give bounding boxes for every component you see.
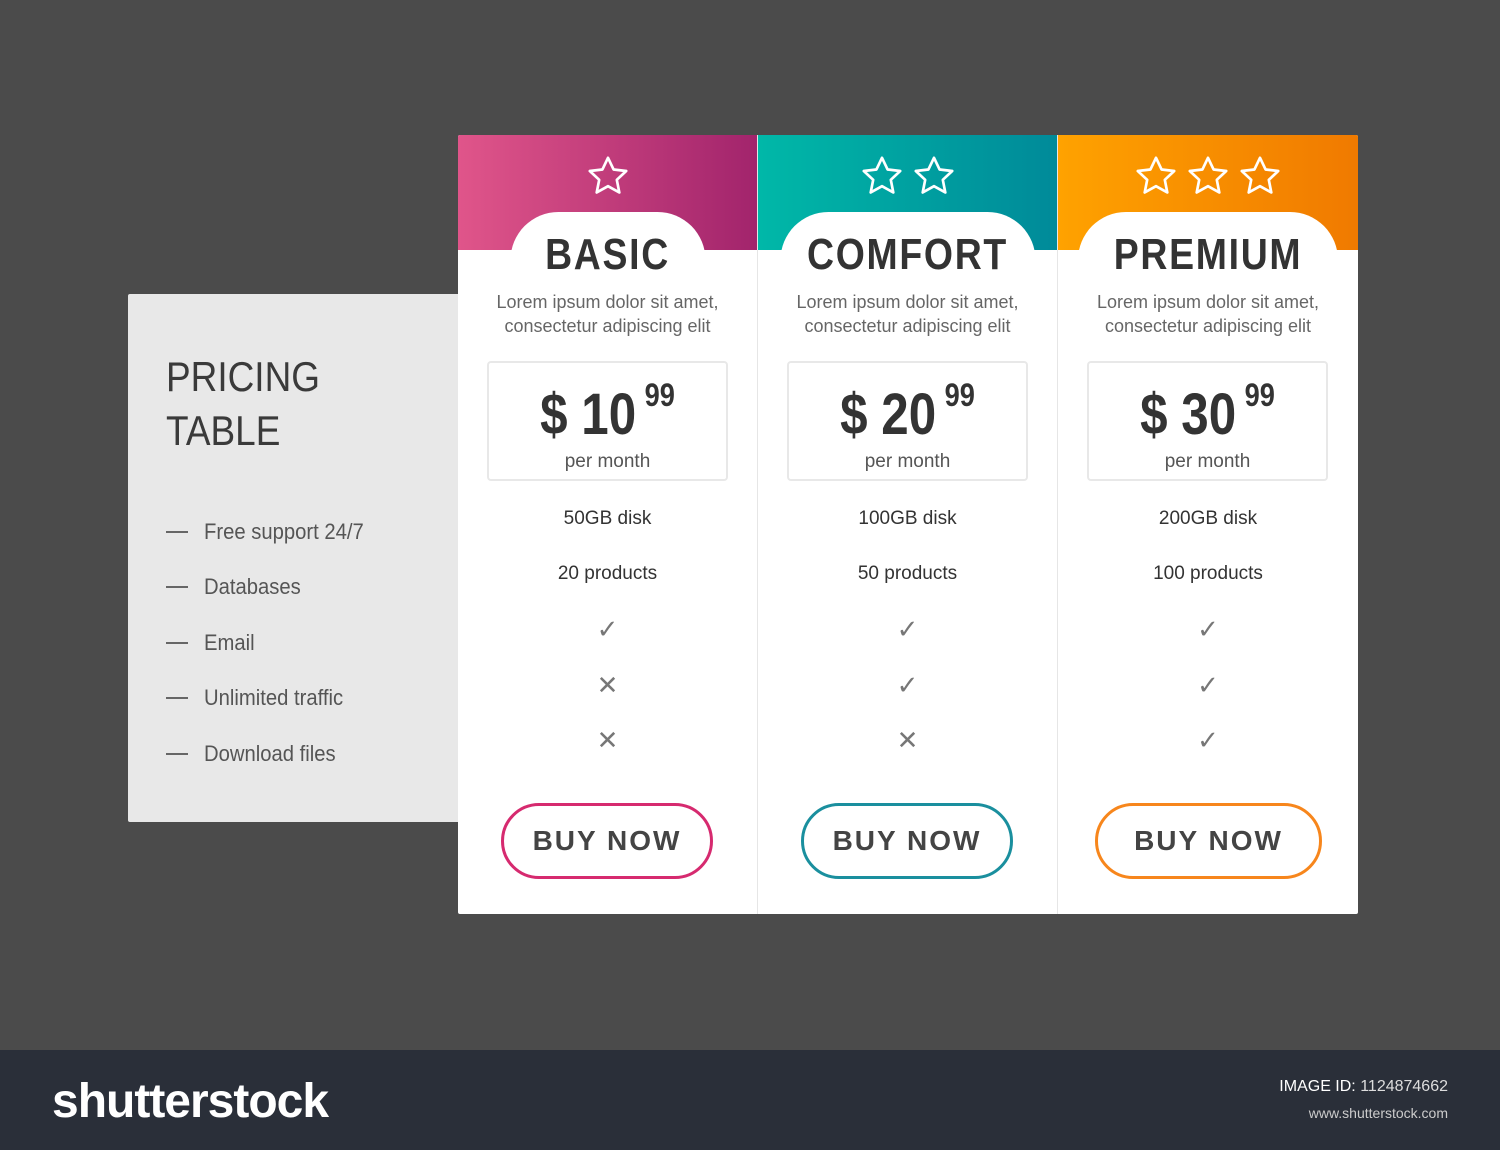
rating-stars [758, 153, 1057, 204]
star-icon [585, 153, 631, 204]
feature-values: 100GB disk 50 products ✓ ✓ ✕ [758, 491, 1057, 769]
plan-premium: PREMIUM Lorem ipsum dolor sit amet, conse… [1058, 135, 1358, 914]
plan-description: Lorem ipsum dolor sit amet, consectetur a… [796, 292, 1019, 336]
check-icon: ✓ [896, 614, 919, 645]
buy-now-button[interactable]: BUY NOW [501, 803, 713, 879]
feature-value: 50 products [857, 563, 958, 585]
buy-now-button[interactable]: BUY NOW [801, 803, 1013, 879]
dash-icon [166, 697, 188, 700]
feature-item: Email [166, 615, 378, 671]
check-icon: ✓ [1197, 725, 1219, 756]
image-id: IMAGE ID: 1124874662 [1279, 1078, 1448, 1095]
dash-icon [166, 752, 188, 755]
price-period: per month [564, 451, 651, 472]
price-box: $ 10 99 per month [487, 361, 728, 481]
feature-value: 20 products [557, 563, 658, 585]
feature-list: Free support 24/7 Databases Email Unlimi… [166, 504, 378, 782]
price-box: $ 20 99 per month [787, 361, 1028, 481]
title-tab [1078, 212, 1338, 282]
check-icon: ✓ [596, 614, 619, 645]
star-icon [1133, 153, 1179, 204]
feature-item: Free support 24/7 [166, 504, 378, 560]
check-icon: ✓ [896, 669, 919, 700]
plan-basic: BASIC Lorem ipsum dolor sit amet, consect… [458, 135, 758, 914]
price-period: per month [864, 451, 951, 472]
feature-item: Unlimited traffic [166, 671, 378, 727]
dash-icon [166, 641, 188, 644]
check-icon: ✓ [1197, 614, 1219, 645]
feature-value: 200GB disk [1158, 507, 1258, 529]
feature-values: 50GB disk 20 products ✓ ✕ ✕ [458, 491, 757, 769]
buy-now-button[interactable]: BUY NOW [1095, 803, 1322, 879]
pricing-table: BASIC Lorem ipsum dolor sit amet, consect… [458, 135, 1358, 914]
price-box: $ 30 99 per month [1087, 361, 1328, 481]
dash-icon [166, 586, 188, 589]
cross-icon: ✕ [596, 669, 619, 700]
price: $ 10 99 [540, 377, 675, 447]
plan-description: Lorem ipsum dolor sit amet, consectetur a… [496, 292, 719, 336]
feature-value: 100 products [1153, 563, 1263, 585]
title-tab [510, 212, 705, 282]
feature-value: 100GB disk [858, 507, 957, 529]
plan-comfort: COMFORT Lorem ipsum dolor sit amet, conse… [758, 135, 1058, 914]
feature-item: Download files [166, 726, 378, 782]
price-period: per month [1164, 451, 1251, 472]
price: $ 20 99 [840, 377, 975, 447]
site-url: www.shutterstock.com [1308, 1105, 1448, 1121]
plan-name: PREMIUM [1113, 230, 1303, 279]
features-panel: PRICING TABLE Free support 24/7 Databases… [128, 294, 468, 822]
cross-icon: ✕ [896, 725, 919, 756]
rating-stars [1058, 153, 1358, 204]
shutterstock-logo: shutterstock [52, 1075, 329, 1128]
plan-name: COMFORT [807, 230, 1008, 279]
check-icon: ✓ [1197, 669, 1219, 700]
title-tab [780, 212, 1035, 282]
dash-icon [166, 530, 188, 533]
price: $ 30 99 [1140, 377, 1275, 447]
feature-value: 50GB disk [563, 507, 652, 529]
star-icon [1237, 153, 1283, 204]
footer-bar: shutterstock IMAGE ID: 1124874662 www.sh… [0, 1050, 1500, 1150]
plan-description: Lorem ipsum dolor sit amet, consectetur a… [1096, 292, 1320, 336]
plan-name: BASIC [545, 230, 670, 279]
feature-item: Databases [166, 560, 378, 616]
star-icon [1185, 153, 1231, 204]
rating-stars [458, 153, 757, 204]
cross-icon: ✕ [596, 725, 619, 756]
star-icon [859, 153, 905, 204]
feature-values: 200GB disk 100 products ✓ ✓ ✓ [1058, 491, 1358, 769]
star-icon [911, 153, 957, 204]
pricing-title: PRICING TABLE [166, 353, 321, 454]
